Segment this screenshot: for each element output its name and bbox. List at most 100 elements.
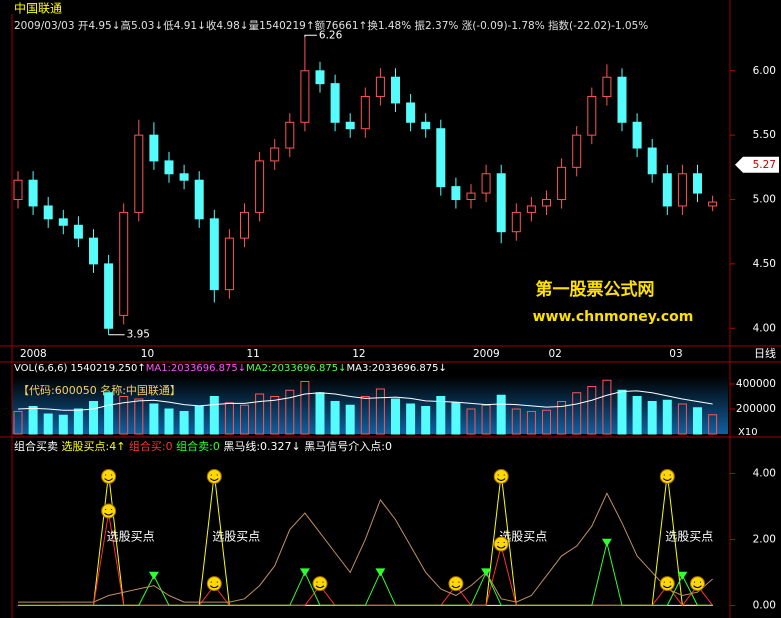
smiley (206, 576, 222, 592)
volume-bar (285, 389, 295, 435)
volume-bar (602, 379, 612, 435)
volume-bar (587, 386, 597, 435)
signal-label: 选股买点 (212, 530, 260, 544)
indicator-legend: 组合买卖 选股买点:4↑ 组合买:0 组合卖:0 黑马线:0.327↓ 黑马信号… (14, 439, 392, 453)
smiley (493, 536, 509, 552)
smiley (206, 468, 222, 484)
candle-body (391, 76, 400, 104)
smiley (659, 468, 675, 484)
candle-body (708, 201, 718, 207)
volume-bar (617, 389, 627, 435)
sell-marker (299, 568, 310, 577)
volume-bar (662, 399, 672, 435)
volume-bar (149, 403, 159, 435)
volume-bar (451, 402, 461, 435)
smiley-face (496, 474, 506, 481)
quote-info: 2009/03/03 开4.95↓高5.03↓低4.91↓收4.98↓量1540… (14, 19, 648, 32)
smiley (448, 576, 464, 592)
sell-marker (481, 568, 492, 577)
candle-body (270, 147, 280, 162)
volume-bar (28, 406, 38, 435)
legend-item: 黑马信号介入点:0 (304, 440, 392, 453)
x-tick-label: 12 (352, 348, 365, 360)
volume-ma (17, 390, 713, 411)
legend-item: 选股买点:4↑ (62, 440, 129, 453)
y-tick-label: 200000 (736, 403, 776, 415)
volume-bar (345, 404, 355, 435)
volume-bar (209, 396, 219, 435)
volume-bar (240, 404, 249, 435)
volume-bar (89, 401, 98, 435)
candle-body (73, 224, 83, 239)
code-label: 【代码:600050 名称:中国联通】 (18, 383, 181, 397)
volume-bar (436, 396, 446, 435)
volume-bar (164, 408, 174, 435)
x-tick-label: 11 (247, 348, 260, 360)
candle-body (632, 121, 642, 149)
x-tick-label: 2008 (20, 348, 47, 360)
smiley-face (315, 581, 325, 589)
candle-body (677, 173, 687, 207)
y-tick-label: 4.00 (753, 322, 776, 334)
candle-body (104, 263, 114, 329)
candle-body (406, 102, 416, 123)
y-tick-label: 4.00 (753, 467, 776, 479)
signal-label: 选股买点 (499, 530, 547, 544)
smiley-face (104, 509, 113, 516)
candle-body (451, 186, 461, 201)
volume-bar (179, 411, 189, 435)
candle-body (572, 134, 582, 168)
volume-bar (194, 406, 204, 435)
price-tag-label: 5.27 (753, 159, 776, 171)
candle-body (360, 96, 370, 130)
candle-body (557, 166, 567, 201)
indicator-line (18, 542, 713, 606)
legend-item: 组合买卖 (14, 439, 62, 453)
leader (304, 34, 317, 38)
sell-marker (677, 571, 688, 580)
watermark: 第一股票公式网 (536, 279, 655, 300)
volume-bar (119, 396, 129, 435)
volume-bar (572, 392, 582, 435)
smiley-face (451, 581, 461, 589)
signal-label: 选股买点 (665, 530, 713, 544)
volume-bar (677, 403, 687, 435)
smiley (690, 576, 705, 592)
sell-marker (601, 538, 612, 547)
volume-bar (511, 408, 521, 435)
volume-bar (466, 408, 476, 435)
volume-bar (330, 401, 340, 435)
candle-body (542, 199, 551, 207)
x-tick-label: 02 (549, 348, 562, 360)
volume-bar (406, 403, 416, 435)
volume-bar (542, 409, 551, 435)
volume-bar (255, 393, 265, 435)
volume-bar (73, 408, 83, 435)
period: 日线 (754, 346, 776, 360)
candle-body (164, 160, 174, 175)
candle-body (526, 205, 536, 213)
volume-bar (360, 396, 370, 435)
candle-body (511, 211, 521, 233)
candle-body (89, 237, 98, 265)
signal-label: 选股买点 (107, 530, 155, 544)
volume-bar (104, 392, 114, 435)
candle-body (496, 173, 506, 233)
indicator-line (18, 492, 713, 603)
volume-bar (496, 394, 506, 435)
candle-body (119, 211, 129, 316)
volume-legend: VOL(6,6,6) 1540219.250↑MA1:2033696.875↓M… (14, 363, 447, 374)
stock-name: 中国联通 (14, 1, 62, 16)
candle-body (436, 128, 446, 188)
x-tick-label: 2009 (473, 348, 500, 360)
low-label: 3.95 (127, 329, 150, 341)
candle-body (315, 70, 325, 85)
volume-bar (134, 398, 144, 435)
candle-body (194, 179, 204, 220)
volume-bar (58, 414, 68, 435)
y-tick-label: 4.50 (753, 258, 776, 270)
smiley-face (209, 474, 219, 481)
candle-body (28, 179, 38, 207)
